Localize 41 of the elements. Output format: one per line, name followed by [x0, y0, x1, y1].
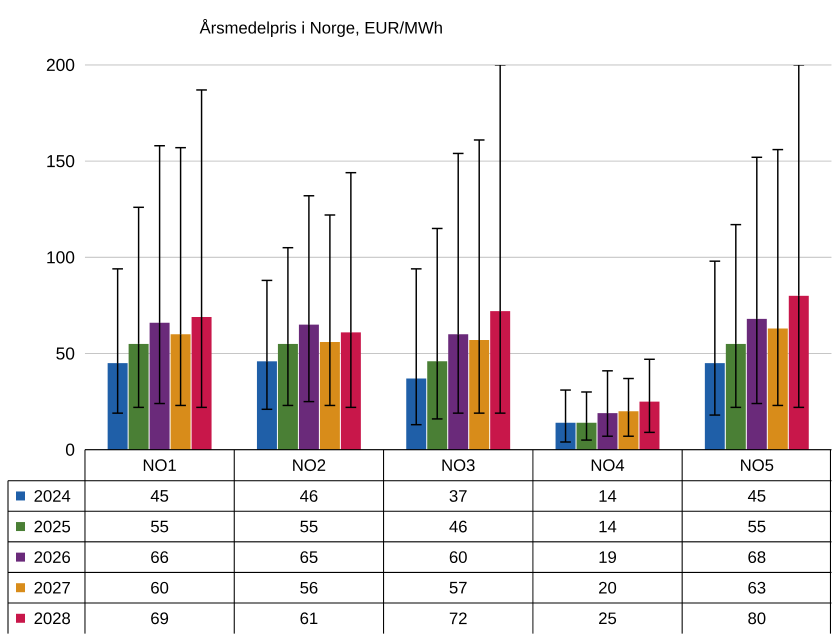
data-label: 69 [151, 612, 168, 624]
data-label: 55 [748, 520, 766, 532]
y-tick-label: 200 [46, 58, 74, 72]
data-label: 25 [599, 612, 616, 624]
y-tick-label: 50 [56, 347, 74, 360]
data-label: 46 [449, 520, 467, 532]
x-tick-label: NO2 [293, 459, 326, 472]
data-label: 65 [300, 551, 318, 563]
data-label: 72 [450, 612, 467, 624]
x-tick-label: NO3 [442, 459, 475, 472]
legend-label: 2027 [34, 582, 70, 594]
legend-label: 2024 [34, 490, 70, 502]
data-label: 14 [600, 520, 616, 532]
y-tick-label: 0 [66, 444, 74, 456]
data-label: 66 [151, 551, 168, 563]
data-label: 45 [150, 490, 168, 502]
data-label: 14 [600, 490, 616, 502]
data-label: 55 [300, 520, 318, 532]
data-label: 80 [748, 612, 766, 624]
legend-label: 2026 [34, 551, 70, 563]
data-label: 60 [151, 582, 168, 594]
y-tick-label: 150 [47, 154, 74, 168]
x-tick-label: NO4 [592, 459, 624, 472]
data-label: 55 [151, 520, 168, 532]
x-tick-label: NO1 [144, 459, 176, 472]
data-label: 45 [748, 490, 766, 502]
data-label: 46 [300, 490, 318, 502]
data-label: 57 [450, 582, 467, 594]
data-label: 60 [450, 551, 467, 563]
y-tick-label: 100 [47, 251, 74, 264]
x-tick-label: NO5 [741, 459, 774, 472]
legend-label: 2028 [34, 612, 70, 624]
data-label: 37 [450, 490, 467, 502]
data-label: 19 [600, 551, 616, 563]
data-label: 63 [748, 582, 766, 594]
data-label: 20 [599, 582, 616, 594]
data-label: 68 [748, 551, 766, 563]
data-label: 61 [300, 612, 318, 624]
data-label: 56 [300, 582, 318, 594]
legend-label: 2025 [34, 520, 70, 532]
chart-title: Årsmedelpris i Norge, EUR/MWh [200, 18, 442, 37]
